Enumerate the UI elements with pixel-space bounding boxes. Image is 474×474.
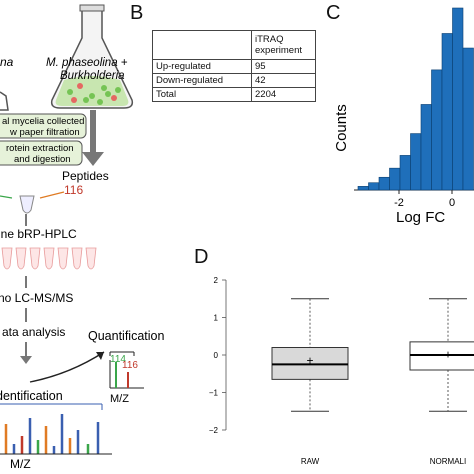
culture-particles [67,83,121,105]
boxplot-tick-label: −2 [209,426,219,435]
fraction-tube [85,247,97,270]
histogram-bar [462,47,474,191]
histogram-bar [410,133,422,191]
quant-peak-2-label: 116 [122,360,138,371]
panel-b-label: B [130,2,144,24]
culture-particle [105,91,111,97]
histogram-bar [368,182,380,191]
peptides-number: 116 [64,183,83,197]
flask-right-label-2: Burkholderia [60,70,125,82]
histogram-tick-label: -2 [394,197,404,209]
lcms-label: no LC-MS/MS [0,291,73,305]
table-cell-label: Down-regulated [152,73,252,88]
flask-right-label-1: M. phaseolina + [46,57,128,69]
mycelia-box-line1: al mycelia collected [2,116,84,127]
flask-left-label: na [0,55,14,69]
orange-arrow [39,191,65,199]
histogram-bar [399,155,411,191]
fraction-tube [15,247,27,270]
mz-large-label: M/Z [10,457,31,471]
culture-particle [101,85,107,91]
table-header-row: iTRAQ experiment [152,30,316,60]
identification-label: dentification [0,389,63,403]
table-cell-label: Total [152,87,252,102]
boxplot-category-label: NORMALI [430,457,466,466]
mz-small-label: M/Z [110,393,129,405]
fraction-tube [29,247,41,270]
histogram-bar [378,176,390,191]
arrow-head-icon [20,356,32,364]
table-row: Down-regulated 42 [152,73,316,88]
table-row: Up-regulated 95 [152,59,316,74]
histogram-bars [357,7,474,191]
boxplot-mean-marker: + [444,347,451,361]
culture-particle [77,83,83,89]
histogram-bar [389,167,401,191]
culture-particle [83,97,89,103]
boxplot-category-label: RAW [301,457,320,466]
fraction-tube [43,247,55,270]
culture-particle [71,97,77,103]
culture-particle [97,99,103,105]
ms-spectrum [4,414,100,454]
table-cell-value: 95 [251,59,316,74]
quantification-label: Quantification [88,329,164,343]
fraction-tube [71,247,83,270]
curved-arrow [29,351,105,383]
panel-c-label: C [326,2,341,24]
fraction-tube [1,247,13,270]
extraction-box-line2: and digestion [14,154,71,165]
green-arrow [0,195,13,199]
boxplots: + + [271,298,474,412]
histogram-ylabel: Counts [333,104,350,152]
quant-peak-1-label: 114 [110,354,126,365]
histogram-bar [452,7,464,191]
boxplot-tick-label: 1 [214,314,219,323]
mycelia-box [0,113,87,139]
culture-particle [111,95,117,101]
histogram-xlabel: Log FC [396,209,445,226]
table-cell-value: 42 [251,73,316,88]
histogram-bar [357,186,369,191]
itraq-table: iTRAQ experiment Up-regulated 95 Down-re… [152,30,316,102]
peptides-label: Peptides [62,169,109,183]
boxplot-yaxis: 2 1 0 −1 −2 [209,276,227,435]
flask-right-icon [50,4,134,109]
boxplot-tick-label: 0 [214,351,219,360]
boxplot-tick-label: 2 [214,276,219,285]
down-arrow-icon [82,110,104,166]
table-row: Total 2204 [152,87,316,102]
culture-particle [89,93,95,99]
fraction-tubes-icon [1,247,97,270]
table-cell-value: 2204 [251,87,316,102]
histogram-bar [441,33,453,191]
boxplot-mean-marker: + [306,354,313,368]
histogram-tick-label: 0 [449,197,455,209]
mycelia-box-line2: w paper filtration [9,127,80,138]
culture-particle [115,87,121,93]
fraction-tube [57,247,69,270]
culture-particle [67,89,73,95]
extraction-box-line1: rotein extraction [6,143,74,154]
boxplot-chart: 210−1−2 + + RAW NORMALI [209,276,474,466]
tube-icon [19,195,35,214]
table-header-cell: iTRAQ experiment [251,30,316,60]
hplc-label: ine bRP-HPLC [0,227,77,241]
histogram-bar [420,104,432,191]
histogram-bar [431,69,443,191]
histogram-chart: Counts -2 0 Log FC [333,7,474,226]
boxplot-tick-label: −1 [209,389,219,398]
analysis-label: ata analysis [2,325,65,339]
panel-d-label: D [194,246,209,268]
flask-left-icon [0,91,9,111]
table-cell-label: Up-regulated [152,59,252,74]
curved-arrow-head-icon [96,352,104,360]
extraction-box [0,140,83,166]
